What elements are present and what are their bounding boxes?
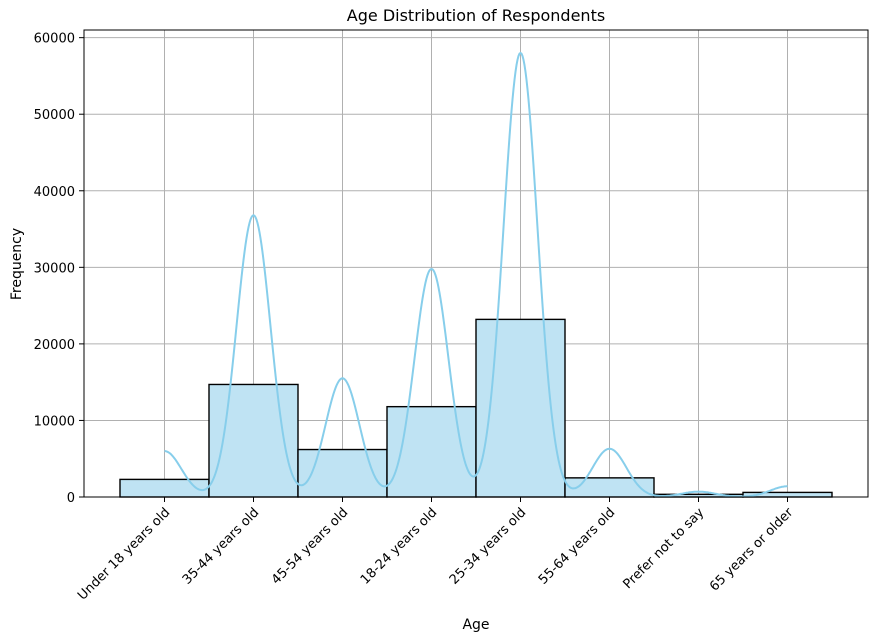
x-tick-label: Prefer not to say <box>621 505 708 592</box>
y-tick-label: 50000 <box>34 108 75 123</box>
x-tick-label: 65 years or older <box>707 505 797 595</box>
grid-layer <box>84 30 868 498</box>
y-tick-label: 20000 <box>34 338 75 353</box>
y-tick-label: 0 <box>67 491 75 506</box>
x-tick-label: 55-64 years old <box>536 505 618 587</box>
y-tick-label: 40000 <box>34 185 75 200</box>
kde-curve <box>164 51 788 498</box>
x-tick-label: 25-34 years old <box>447 505 529 587</box>
x-tick-label: 45-54 years old <box>269 505 351 587</box>
kde-layer <box>164 51 788 498</box>
x-axis-label: Age <box>462 617 489 633</box>
x-tick-label: Under 18 years old <box>75 505 173 603</box>
bar <box>297 448 388 498</box>
y-axis-ticks: 0 10000 20000 30000 40000 50000 60000 <box>34 32 84 506</box>
chart-title: Age Distribution of Respondents <box>347 6 605 25</box>
plot-frame <box>83 29 869 498</box>
y-tick-label: 60000 <box>34 32 75 47</box>
x-tick-label: 18-24 years old <box>358 505 440 587</box>
x-tick-label: 35-44 years old <box>180 505 262 587</box>
y-axis-label: Frequency <box>9 228 25 300</box>
y-tick-label: 10000 <box>34 414 75 429</box>
y-tick-label: 30000 <box>34 261 75 276</box>
x-axis-ticks: Under 18 years old 35-44 years old 45-54 y… <box>75 497 797 603</box>
